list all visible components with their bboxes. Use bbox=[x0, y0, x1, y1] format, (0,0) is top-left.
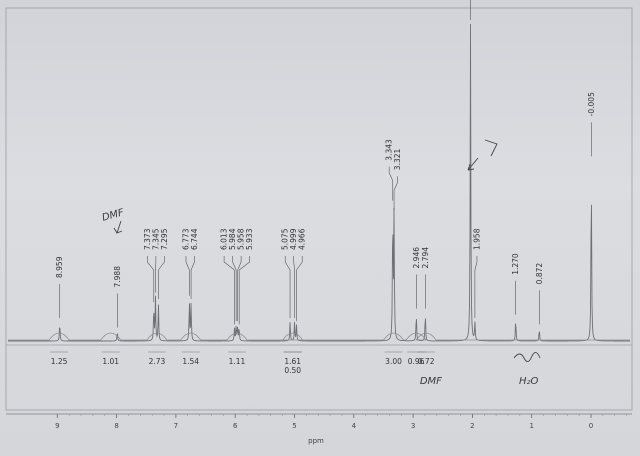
x-tick-label: 8 bbox=[114, 422, 118, 430]
annotation-label: DMF bbox=[420, 376, 442, 387]
annotation-label: H₂O bbox=[519, 376, 539, 387]
peak-label: 2.946 bbox=[412, 247, 421, 269]
peak-label: 6.744 bbox=[190, 228, 199, 250]
integral-label: 0.72 bbox=[418, 357, 435, 366]
integral-trace bbox=[8, 332, 630, 341]
peak-marker-line bbox=[284, 261, 291, 271]
peak-label: 0.872 bbox=[535, 263, 544, 285]
annotation-label: DMF bbox=[101, 207, 125, 223]
integral-label: 1.54 bbox=[182, 357, 199, 366]
x-axis-ticks: 9 8 7 6 5 4 3 2 1 0 bbox=[55, 414, 627, 430]
peak-label: 6.013 bbox=[220, 228, 229, 250]
peak-label: 3.343 bbox=[385, 139, 394, 161]
peak-label: 1.958 bbox=[472, 228, 481, 250]
dmf-arrow-mark bbox=[113, 220, 123, 234]
integral-label: 0.96 bbox=[408, 357, 425, 366]
peak-marker-line bbox=[474, 261, 478, 271]
x-tick-label: 2 bbox=[470, 422, 474, 430]
x-tick-label: 3 bbox=[411, 422, 415, 430]
integral-label: 1.25 bbox=[51, 357, 68, 366]
water-squiggle-mark bbox=[513, 352, 541, 362]
peak-label: 7.373 bbox=[143, 228, 152, 250]
peak-marker-line bbox=[223, 261, 235, 271]
x-tick-label: 0 bbox=[589, 422, 593, 430]
x-tick-label: 5 bbox=[292, 422, 296, 430]
x-tick-label: 4 bbox=[352, 422, 357, 430]
peak-marker-line bbox=[185, 261, 190, 271]
peak-marker-line bbox=[190, 261, 195, 271]
x-tick-label: 7 bbox=[174, 422, 178, 430]
peak-marker-line bbox=[296, 261, 303, 271]
x-tick-label: 9 bbox=[55, 422, 59, 430]
integral-label: 1.61 bbox=[284, 357, 301, 366]
acetone-structure-mark bbox=[484, 139, 498, 157]
peak-marker-line bbox=[147, 261, 155, 271]
peak-marker-line bbox=[393, 182, 398, 191]
peak-marker-line bbox=[232, 261, 237, 271]
integral-label: 2.73 bbox=[149, 357, 166, 366]
peak-label: 4.999 bbox=[289, 228, 298, 250]
integral-labels: 1.25 1.01 2.73 1.54 1.11 1.610.50 3.00 0.960.72 bbox=[50, 351, 436, 375]
peak-label: 5.958 bbox=[237, 228, 246, 250]
spectrum-trace bbox=[8, 23, 630, 342]
peak-marker-line bbox=[293, 261, 295, 271]
integral-label: 3.00 bbox=[385, 357, 402, 366]
peak-marker-line bbox=[388, 172, 394, 181]
peak-label: 1.270 bbox=[511, 253, 520, 275]
peak-marker-line bbox=[237, 261, 242, 271]
peak-marker-lines bbox=[59, 0, 592, 328]
peak-label: 7.295 bbox=[160, 228, 169, 250]
peak-label: 3.321 bbox=[393, 149, 402, 171]
peak-label: -0.005 bbox=[587, 92, 596, 116]
acetone-arrow-mark bbox=[467, 157, 479, 171]
peak-labels: 8.959 7.988 7.373 7.345 7.295 6.773 6.744 6.013… bbox=[55, 92, 596, 288]
x-tick-label: 6 bbox=[233, 422, 238, 430]
x-axis-title: ppm bbox=[308, 437, 324, 445]
peak-label: 8.959 bbox=[55, 256, 64, 278]
integral-label: 0.50 bbox=[284, 366, 301, 375]
plot-frame bbox=[5, 7, 633, 411]
peak-label: 5.075 bbox=[281, 228, 290, 250]
peak-label: 5.984 bbox=[228, 228, 237, 250]
integral-label: 1.01 bbox=[102, 357, 119, 366]
peak-label: 7.988 bbox=[113, 266, 122, 288]
peak-marker-line bbox=[158, 261, 165, 271]
peak-marker-line bbox=[238, 261, 250, 271]
peak-label: 4.966 bbox=[298, 228, 307, 250]
peak-label: 7.345 bbox=[151, 228, 160, 250]
peak-label: 2.794 bbox=[421, 247, 430, 269]
peak-label: 5.933 bbox=[245, 228, 254, 250]
x-tick-label: 1 bbox=[529, 422, 533, 430]
peak-label: 6.773 bbox=[181, 228, 190, 250]
integral-label: 1.11 bbox=[229, 357, 246, 366]
